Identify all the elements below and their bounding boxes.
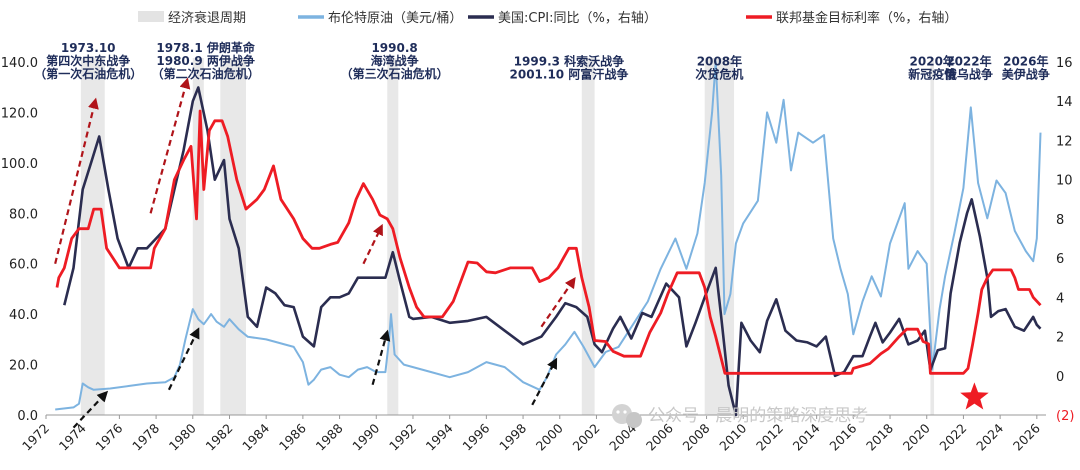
annotation-line: 俄乌战争	[944, 67, 993, 82]
annotation-line: 2008年	[697, 54, 742, 69]
series-lines	[55, 61, 1042, 417]
annotation-line: 2001.10 阿富汗战争	[510, 67, 629, 82]
left-tick-label: 60.0	[9, 258, 38, 273]
x-tick-label: 1992	[386, 421, 419, 454]
right-tick-label: 6	[1056, 252, 1064, 267]
recession-band	[704, 58, 735, 415]
annotation-line: （第二次石油危机）	[152, 66, 260, 81]
event-annotation: 1990.8 海湾战争（第三次石油危机）	[341, 41, 449, 81]
legend: 经济衰退周期 布伦特原油（美元/桶） 美国:CPI:同比（%，右轴） 联邦基金目标利率…	[138, 10, 957, 26]
annotation-line: 海湾战争	[371, 53, 419, 68]
x-tick-label: 1988	[313, 420, 346, 453]
legend-label-brent: 布伦特原油（美元/桶）	[328, 11, 462, 26]
recession-band	[387, 58, 399, 415]
event-annotation: 1973.10 第四次中东战争（第一次石油危机）	[34, 41, 142, 81]
recession-band	[192, 58, 204, 415]
trend-arrow	[540, 277, 576, 328]
recession-bands	[80, 58, 935, 415]
legend-label-recession: 经济衰退周期	[168, 10, 246, 26]
annotation-line: 美伊战争	[1002, 67, 1050, 82]
x-tick-label: 1974	[56, 420, 89, 453]
trend-arrows	[54, 77, 576, 429]
right-tick-label: 14	[1056, 95, 1073, 110]
x-tick-label: 1994	[423, 420, 456, 453]
event-annotations: 1973.10 第四次中东战争（第一次石油危机）1978.1 伊朗革命 1980.9…	[34, 40, 1050, 82]
trend-arrow	[167, 327, 200, 391]
annotation-line: 2020年	[910, 54, 955, 69]
event-annotation: 2022年俄乌战争	[944, 54, 993, 82]
series-line-0	[55, 61, 1042, 411]
left-tick-label: 40.0	[9, 308, 38, 323]
annotation-line: 1973.10	[61, 41, 116, 55]
annotation-line: 次贷危机	[695, 67, 743, 82]
trend-arrow	[54, 97, 99, 264]
recession-band	[581, 58, 595, 415]
left-tick-label: 140.0	[1, 56, 38, 71]
legend-swatch-recession	[138, 11, 164, 22]
right-tick-label: 8	[1056, 213, 1064, 228]
x-tick-label: 2000	[533, 420, 566, 453]
x-tick-label: 1986	[276, 420, 309, 453]
event-annotation: 2008年次贷危机	[695, 54, 743, 82]
x-tick-label: 2020	[900, 420, 933, 453]
watermark: 公众号 · 晨明的策略深度思考	[612, 404, 868, 428]
right-tick-label: 16	[1056, 56, 1073, 71]
watermark-text: 公众号 · 晨明的策略深度思考	[648, 406, 868, 426]
right-tick-label: (2)	[1056, 409, 1074, 424]
event-annotation: 1999.3 科索沃战争 2001.10 阿富汗战争	[510, 54, 629, 82]
event-annotation: 2026年美伊战争	[1002, 54, 1050, 82]
annotation-line: 2022年	[946, 54, 991, 69]
event-annotation: 1978.1 伊朗革命 1980.9 两伊战争（第二次石油危机）	[152, 40, 260, 81]
legend-label-fed: 联邦基金目标利率（%，右轴）	[776, 10, 957, 26]
recession-band	[80, 58, 105, 415]
star-marker	[960, 382, 989, 410]
annotation-line: 第四次中东战争	[46, 53, 130, 68]
annotation-line: 2026年	[1003, 54, 1048, 69]
right-tick-label: 4	[1056, 291, 1064, 306]
annotation-line: 1999.3 科索沃战争	[514, 54, 625, 69]
recession-band	[930, 58, 935, 415]
left-tick-label: 80.0	[9, 207, 38, 222]
left-tick-label: 120.0	[1, 106, 38, 121]
right-tick-label: 10	[1056, 174, 1073, 189]
annotation-line: 1990.8	[371, 41, 417, 55]
x-tick-label: 1982	[203, 421, 236, 454]
x-tick-label: 1980	[166, 420, 199, 453]
left-tick-label: 100.0	[1, 157, 38, 172]
right-tick-label: 0	[1056, 370, 1064, 385]
x-tick-label: 1976	[92, 420, 125, 453]
left-tick-label: 0.0	[17, 409, 38, 424]
x-tick-label: 1972	[19, 421, 52, 454]
x-tick-label: 2002	[569, 421, 602, 454]
annotation-line: 1978.1 伊朗革命	[156, 40, 255, 55]
x-tick-label: 1996	[459, 420, 492, 453]
x-tick-label: 1978	[129, 420, 162, 453]
star-icon	[960, 382, 989, 410]
series-line-2	[55, 109, 1042, 375]
wechat-icon	[612, 404, 642, 428]
left-tick-label: 20.0	[9, 359, 38, 374]
annotation-line: 新冠疫情	[908, 67, 956, 82]
x-tick-label: 2026	[1010, 420, 1043, 453]
x-tick-label: 2024	[973, 420, 1006, 453]
x-tick-label: 1998	[496, 420, 529, 453]
x-tick-label: 2022	[936, 421, 969, 454]
trend-arrow	[371, 329, 391, 386]
annotation-line: （第三次石油危机）	[341, 66, 449, 81]
right-tick-label: 2	[1056, 331, 1064, 346]
x-tick-label: 1990	[349, 420, 382, 453]
trend-arrow	[531, 357, 558, 406]
annotation-line: 1980.9 两伊战争	[156, 53, 255, 68]
recession-band	[220, 58, 246, 415]
annotation-line: （第一次石油危机）	[34, 66, 142, 81]
trend-arrow	[149, 77, 191, 214]
x-tick-label: 1984	[239, 420, 272, 453]
legend-label-cpi: 美国:CPI:同比（%，右轴）	[498, 11, 657, 26]
trend-arrow	[72, 390, 109, 429]
right-tick-label: 12	[1056, 134, 1073, 149]
event-annotation: 2020年新冠疫情	[908, 54, 956, 82]
trend-arrow	[362, 223, 383, 265]
